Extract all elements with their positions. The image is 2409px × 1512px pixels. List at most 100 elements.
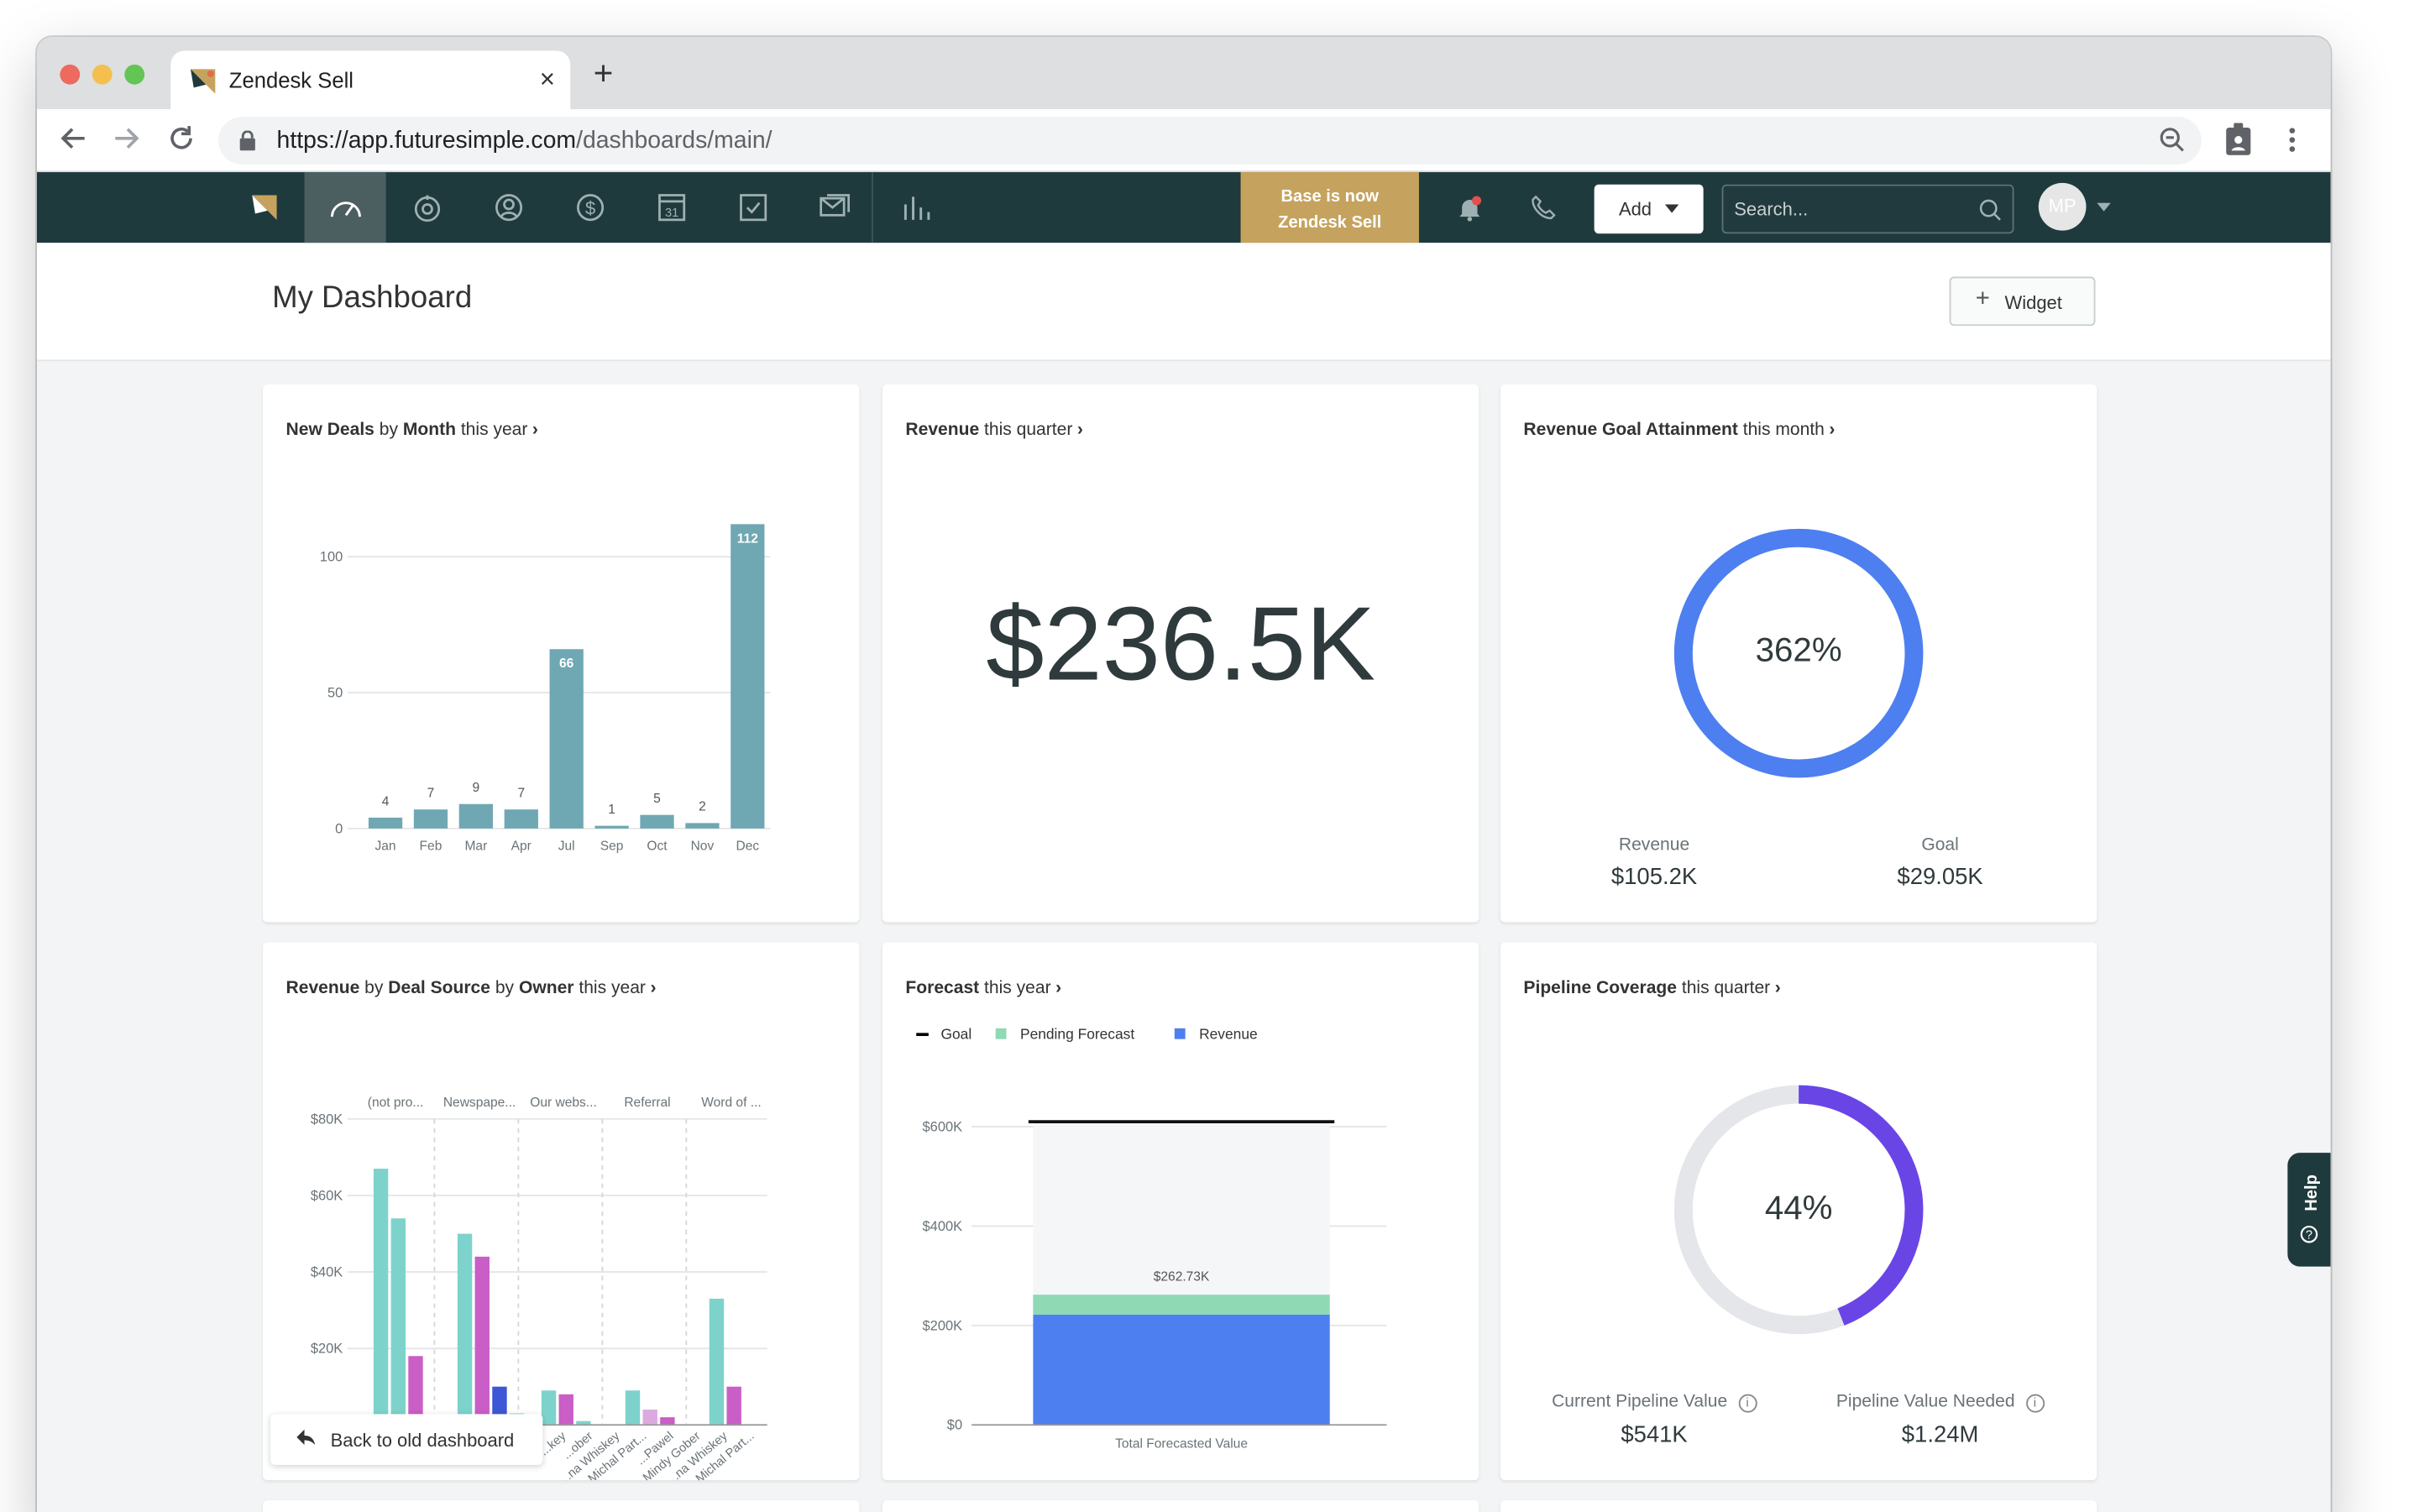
tasks-icon — [740, 194, 767, 222]
card-revenue-goal-attainment: Revenue Goal Attainment this month › 362%… — [1500, 384, 2097, 923]
card-title[interactable]: Revenue Goal Attainment this month › — [1523, 421, 1836, 440]
help-question-icon: ? — [2300, 1225, 2318, 1243]
data-label: 2 — [699, 800, 706, 814]
notification-bell-icon[interactable] — [1458, 196, 1482, 222]
stat-label: Revenue — [1618, 836, 1690, 855]
rebrand-banner[interactable]: Base is now Zendesk Sell — [1240, 172, 1419, 251]
info-icon[interactable]: i — [1738, 1394, 1757, 1413]
legend-label: Revenue — [1199, 1026, 1258, 1043]
legend-label: Goal — [941, 1026, 972, 1043]
search-icon[interactable] — [1978, 198, 2001, 221]
plus-icon: + — [1975, 285, 1990, 312]
card-revenue-this-quarter: Revenue this quarter › $236.5K — [882, 384, 1479, 923]
card-forecast: Forecast this year › Goal Pending Forecast… — [882, 942, 1479, 1481]
zoom-icon[interactable] — [2159, 126, 2186, 154]
add-dropdown-button[interactable]: Add — [1594, 184, 1704, 234]
search-input[interactable] — [1734, 195, 1973, 223]
revenue-bar — [1033, 1314, 1330, 1426]
dashboard-icon — [331, 201, 361, 217]
card-title[interactable]: New Deals by Month this year › — [285, 421, 538, 440]
card-next-row-1 — [263, 1499, 860, 1512]
nav-calendar[interactable]: 31 — [631, 172, 712, 243]
chevron-right-icon: › — [1774, 979, 1781, 998]
bar — [373, 1169, 389, 1426]
x-tick-label: Apr — [511, 839, 532, 853]
card-title[interactable]: Revenue this quarter › — [905, 421, 1083, 440]
reload-icon[interactable] — [166, 122, 197, 155]
bar — [731, 524, 765, 829]
chevron-right-icon: › — [1829, 421, 1836, 440]
nav-reports[interactable] — [875, 172, 956, 243]
card-new-deals-by-month: New Deals by Month this year › 0 50 100 Jan 4… — [263, 384, 860, 923]
nav-contacts[interactable] — [468, 172, 549, 243]
lock-icon — [239, 130, 255, 151]
nav-communication[interactable] — [793, 172, 875, 243]
back-to-old-dashboard-button[interactable]: Back to old dashboard — [270, 1414, 543, 1465]
data-label: 9 — [473, 781, 480, 795]
communication-icon — [820, 194, 851, 217]
stat-label: Goal — [1921, 836, 1959, 855]
deals-icon: $ — [577, 194, 605, 222]
browser-tab[interactable]: Zendesk Sell × — [170, 50, 571, 109]
tab-close-button[interactable]: × — [539, 64, 555, 94]
nav-leads[interactable] — [386, 172, 468, 243]
y-tick-label: $60K — [311, 1188, 343, 1203]
chevron-right-icon: › — [1055, 979, 1062, 998]
back-arrow-icon[interactable] — [59, 122, 90, 155]
y-tick-label: $20K — [311, 1342, 343, 1357]
y-tick-label: $40K — [311, 1265, 343, 1280]
omnibox[interactable]: https://app.futuresimple.com/dashboards/… — [217, 117, 2202, 165]
data-label: 1 — [608, 803, 615, 817]
reports-icon — [903, 196, 930, 220]
rebrand-line-2: Zendesk Sell — [1278, 213, 1382, 233]
bar — [457, 1233, 473, 1426]
stat-label: Pipeline Value Needed — [1836, 1392, 2015, 1411]
url-path: /dashboards/main/ — [576, 127, 772, 154]
x-tick-label: Sep — [600, 839, 624, 853]
pending-forecast-bar — [1033, 1295, 1330, 1315]
legend-label: Pending Forecast — [1020, 1026, 1134, 1043]
card-title[interactable]: Revenue by Deal Source by Owner this yea… — [285, 979, 657, 998]
user-avatar[interactable]: MP — [2038, 182, 2087, 231]
stat-pipeline-needed: Pipeline Value Needed i $1.24M — [1794, 1393, 2087, 1448]
y-tick-label: 0 — [335, 821, 343, 836]
zendesk-sell-home-logo-icon[interactable] — [249, 192, 280, 223]
maximize-window-button[interactable] — [124, 64, 145, 85]
minimize-window-button[interactable] — [92, 64, 113, 85]
add-widget-button[interactable]: + Widget — [1949, 276, 2096, 327]
kebab-menu-icon[interactable] — [2289, 126, 2296, 154]
card-title[interactable]: Pipeline Coverage this quarter › — [1523, 979, 1781, 998]
close-window-button[interactable] — [60, 64, 81, 85]
pipeline-coverage-percent: 44% — [1764, 1188, 1833, 1227]
card-title[interactable]: Forecast this year › — [905, 979, 1062, 998]
rebrand-line-1: Base is now — [1280, 187, 1379, 207]
bar — [458, 803, 494, 829]
nav-dashboard[interactable] — [304, 172, 386, 243]
bar — [408, 1356, 423, 1426]
card-pipeline-coverage: Pipeline Coverage this quarter › 44% Curr… — [1500, 942, 2097, 1481]
bar — [685, 823, 720, 829]
extension-clipboard-icon[interactable] — [2226, 123, 2251, 155]
help-tab[interactable]: Help ? — [2287, 1153, 2331, 1267]
bar — [709, 1298, 725, 1426]
y-tick-label: 50 — [327, 686, 343, 701]
avatar-chevron-down-icon[interactable] — [2097, 202, 2111, 212]
stat-goal: Goal $29.05K — [1794, 836, 2087, 890]
url-text[interactable]: https://app.futuresimple.com/dashboards/… — [277, 128, 772, 155]
x-tick-label: Mar — [464, 839, 487, 853]
calendar-day: 31 — [665, 207, 678, 220]
legend-swatch — [916, 1033, 929, 1037]
tab-strip: Zendesk Sell × + — [36, 36, 2331, 109]
bar — [640, 814, 674, 829]
phone-icon[interactable] — [1532, 195, 1556, 220]
contacts-icon — [495, 194, 523, 222]
new-tab-button[interactable]: + — [593, 54, 614, 92]
nav-deals[interactable]: $ — [549, 172, 631, 243]
add-label: Add — [1618, 198, 1652, 220]
leads-icon — [414, 195, 441, 222]
svg-text:?: ? — [2306, 1229, 2312, 1243]
info-icon[interactable]: i — [2025, 1394, 2045, 1413]
bar — [576, 1420, 591, 1426]
nav-tasks[interactable] — [712, 172, 793, 243]
forward-arrow-icon[interactable] — [111, 122, 142, 155]
